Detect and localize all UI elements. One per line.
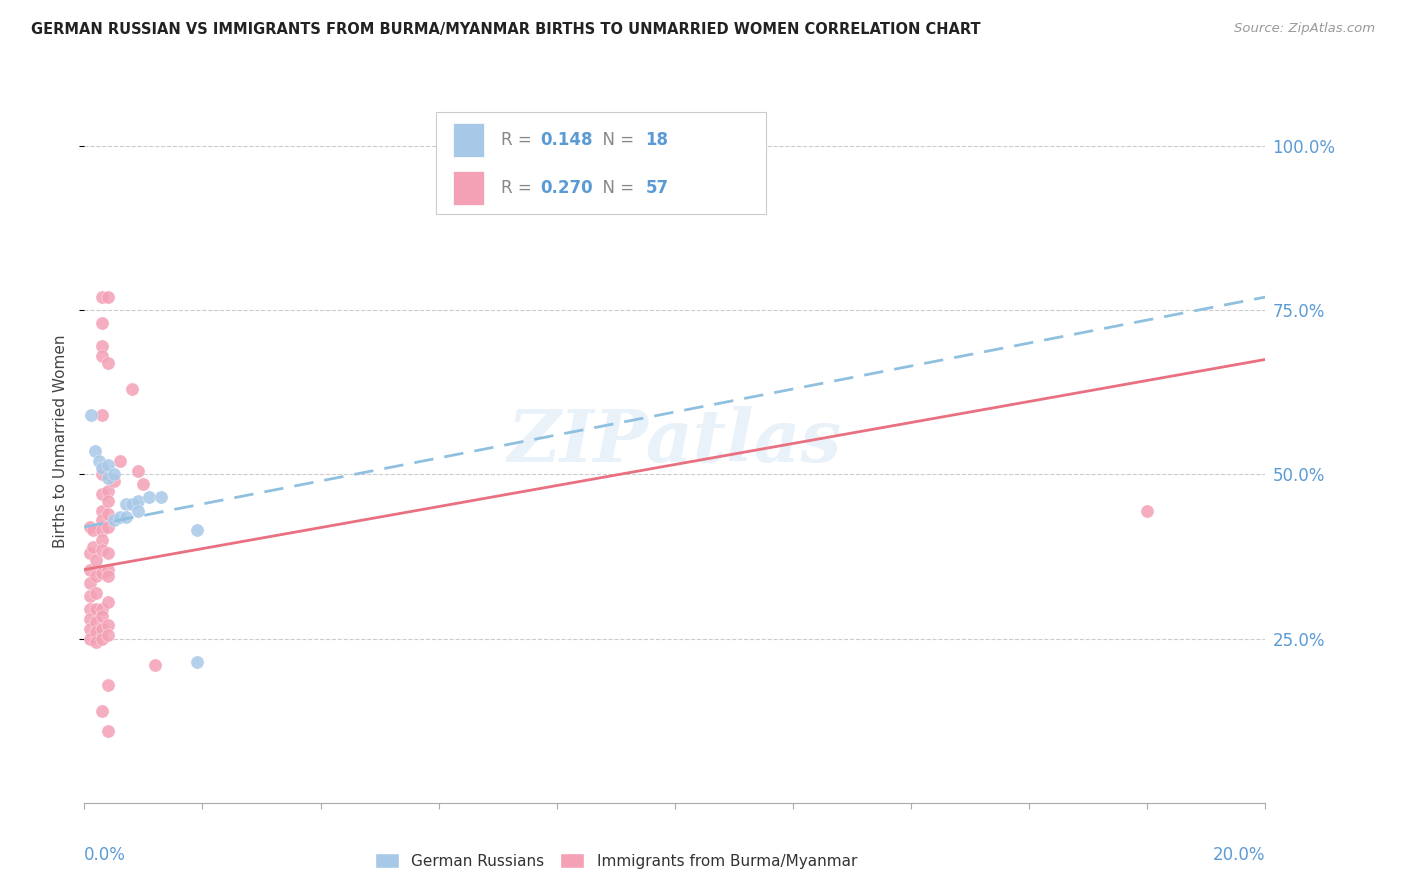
- Point: [97, 356, 120, 370]
- Point: [1136, 503, 1159, 517]
- Point: [91, 503, 114, 517]
- Y-axis label: Births to Unmarried Women: Births to Unmarried Women: [53, 334, 69, 549]
- Point: [138, 491, 160, 505]
- Point: [97, 493, 120, 508]
- Point: [91, 349, 114, 363]
- Point: [143, 657, 166, 672]
- Point: [127, 503, 149, 517]
- Point: [97, 723, 120, 738]
- Point: [103, 474, 125, 488]
- Text: 0.270: 0.270: [540, 179, 592, 197]
- Point: [121, 497, 143, 511]
- Point: [79, 622, 101, 636]
- Point: [97, 458, 120, 472]
- Point: [84, 625, 107, 640]
- Point: [132, 477, 155, 491]
- Point: [97, 507, 120, 521]
- Point: [114, 510, 136, 524]
- Point: [121, 382, 143, 396]
- Point: [97, 618, 120, 632]
- Point: [91, 542, 114, 557]
- Point: [79, 612, 101, 626]
- Point: [91, 523, 114, 537]
- Point: [84, 602, 107, 616]
- Point: [103, 513, 125, 527]
- Point: [97, 628, 120, 642]
- Text: ZIPatlas: ZIPatlas: [508, 406, 842, 477]
- Point: [97, 290, 120, 304]
- Point: [82, 540, 104, 554]
- Point: [79, 589, 101, 603]
- Point: [97, 520, 120, 534]
- Point: [97, 483, 120, 498]
- Text: N =: N =: [592, 131, 640, 149]
- Point: [79, 546, 101, 560]
- Point: [79, 602, 101, 616]
- Point: [84, 553, 107, 567]
- Point: [91, 339, 114, 353]
- Text: N =: N =: [592, 179, 640, 197]
- Point: [127, 464, 149, 478]
- Point: [91, 316, 114, 330]
- Text: GERMAN RUSSIAN VS IMMIGRANTS FROM BURMA/MYANMAR BIRTHS TO UNMARRIED WOMEN CORREL: GERMAN RUSSIAN VS IMMIGRANTS FROM BURMA/…: [31, 22, 980, 37]
- Point: [97, 546, 120, 560]
- Point: [186, 523, 208, 537]
- Point: [91, 513, 114, 527]
- Point: [82, 523, 104, 537]
- Point: [91, 460, 114, 475]
- Point: [91, 487, 114, 501]
- Text: 20.0%: 20.0%: [1213, 847, 1265, 864]
- Point: [84, 585, 107, 599]
- Text: 0.148: 0.148: [540, 131, 592, 149]
- Point: [87, 454, 111, 468]
- Point: [108, 510, 131, 524]
- Point: [150, 491, 173, 505]
- Point: [91, 704, 114, 718]
- Point: [97, 595, 120, 609]
- Point: [97, 569, 120, 583]
- Point: [91, 409, 114, 423]
- Point: [84, 569, 107, 583]
- Point: [127, 493, 149, 508]
- Legend: German Russians, Immigrants from Burma/Myanmar: German Russians, Immigrants from Burma/M…: [368, 847, 863, 875]
- Point: [84, 635, 107, 649]
- Point: [97, 563, 120, 577]
- Point: [97, 471, 120, 485]
- Point: [91, 622, 114, 636]
- Point: [84, 615, 107, 630]
- Point: [80, 409, 103, 423]
- Point: [79, 563, 101, 577]
- Point: [84, 444, 107, 458]
- Text: 18: 18: [645, 131, 668, 149]
- Point: [91, 632, 114, 646]
- Point: [108, 454, 131, 468]
- Point: [91, 566, 114, 580]
- Point: [79, 632, 101, 646]
- Point: [91, 602, 114, 616]
- Point: [79, 520, 101, 534]
- Point: [91, 467, 114, 482]
- Text: R =: R =: [501, 179, 537, 197]
- Point: [91, 608, 114, 623]
- Point: [186, 655, 208, 669]
- Point: [91, 533, 114, 547]
- Point: [91, 290, 114, 304]
- Point: [103, 467, 125, 482]
- Point: [79, 575, 101, 590]
- Text: R =: R =: [501, 131, 537, 149]
- Point: [114, 497, 136, 511]
- Text: 0.0%: 0.0%: [84, 847, 127, 864]
- Point: [97, 677, 120, 691]
- Text: Source: ZipAtlas.com: Source: ZipAtlas.com: [1234, 22, 1375, 36]
- Text: 57: 57: [645, 179, 668, 197]
